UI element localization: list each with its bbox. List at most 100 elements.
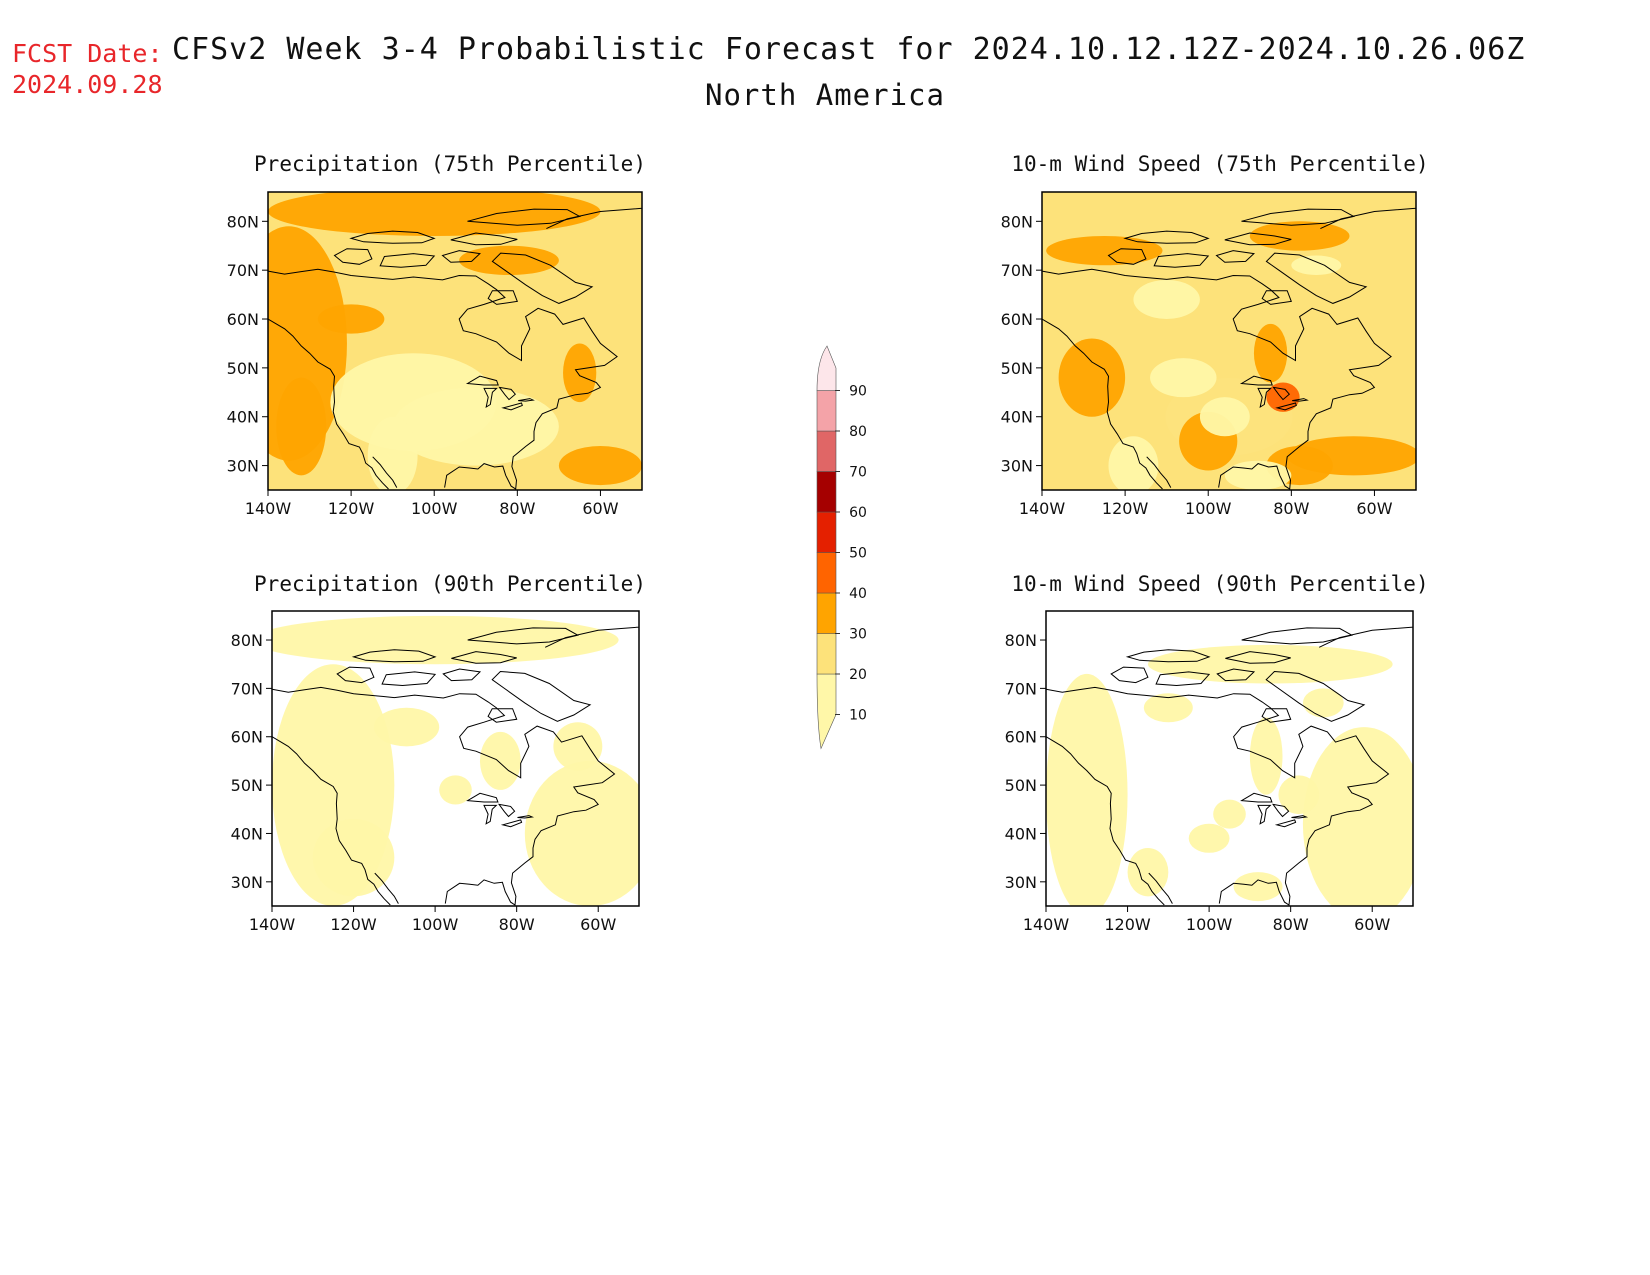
- probability-contour: [1213, 799, 1246, 829]
- arctic-island: [1155, 671, 1211, 687]
- arctic-island: [1265, 252, 1368, 304]
- lat-tick-label: 60N: [227, 310, 259, 329]
- probability-contour: [1278, 775, 1320, 815]
- panel-title-precip-75: Precipitation (75th Percentile): [254, 152, 646, 176]
- probability-contour: [312, 818, 395, 897]
- arctic-island: [1216, 668, 1256, 682]
- great-lake: [1272, 386, 1291, 401]
- great-lake: [483, 387, 498, 409]
- arctic-island: [379, 253, 436, 268]
- arctic-island: [381, 671, 437, 687]
- lat-tick-label: 70N: [231, 679, 263, 698]
- lat-tick-label: 80N: [1005, 631, 1037, 650]
- lat-tick-label: 50N: [1005, 776, 1037, 795]
- probability-contour: [367, 416, 418, 490]
- map-shading: [1042, 192, 1416, 490]
- arctic-island: [1241, 627, 1354, 645]
- lat-tick-label: 80N: [231, 631, 263, 650]
- probability-contour: [1046, 235, 1163, 266]
- lat-tick-label: 30N: [1001, 457, 1033, 476]
- coastline-east: [1042, 268, 1392, 490]
- probability-contour: [1150, 358, 1217, 398]
- coastline-outline: [1046, 626, 1413, 906]
- lat-tick-label: 50N: [231, 776, 263, 795]
- lat-tick-label: 80N: [1001, 212, 1033, 231]
- probability-contour: [1108, 436, 1159, 490]
- arctic-island: [1123, 230, 1210, 244]
- region-subtitle: North America: [705, 78, 945, 112]
- probability-contour: [479, 731, 521, 790]
- forecast-date-label: FCST Date: 2024.09.28: [12, 38, 163, 100]
- probability-contour: [1224, 460, 1292, 490]
- great-lake: [500, 819, 523, 828]
- lon-tick-label: 80W: [1273, 499, 1309, 518]
- probability-contour: [1249, 221, 1350, 251]
- probability-contour: [392, 387, 559, 466]
- coastline-outline: [268, 207, 642, 490]
- lat-tick-label: 40N: [231, 824, 263, 843]
- map-panel-wind90: 80N 70N 60N 50N 40N 30N 140W 120W 100W 80W 60W: [1005, 610, 1414, 934]
- map-panel-precip75: 80N 70N 60N 50N 40N 30N 140W 120W 100W 80W 60W: [227, 191, 643, 518]
- lon-tick-label: 100W: [1186, 915, 1233, 934]
- coastline-east: [1046, 686, 1390, 906]
- probability-contour: [1147, 644, 1393, 684]
- arctic-island: [491, 670, 592, 722]
- probability-contour: [459, 245, 559, 276]
- great-lake: [1239, 375, 1273, 386]
- probability-contour: [439, 775, 472, 805]
- coastline-gulf-california: [374, 872, 399, 904]
- lat-tick-label: 60N: [231, 728, 263, 747]
- lat-tick-label: 60N: [1005, 728, 1037, 747]
- lon-tick-label: 80W: [499, 915, 535, 934]
- lat-tick-label: 40N: [1005, 824, 1037, 843]
- great-lake: [1275, 402, 1297, 411]
- coastline-west: [268, 318, 389, 490]
- arctic-island: [1125, 649, 1211, 663]
- arctic-island: [491, 252, 594, 304]
- arctic-island: [1265, 670, 1366, 722]
- lat-tick-label: 70N: [1001, 261, 1033, 280]
- arctic-island: [1153, 253, 1210, 268]
- probability-contour: [1133, 279, 1200, 320]
- great-lake: [501, 402, 523, 411]
- map-frame: [267, 191, 643, 491]
- lon-tick-label: 60W: [580, 915, 616, 934]
- lat-tick-label: 30N: [1005, 873, 1037, 892]
- coastline-east: [272, 686, 616, 906]
- probability-contour: [1199, 397, 1250, 437]
- coastline-west: [1046, 736, 1165, 906]
- arctic-island: [349, 230, 436, 244]
- lon-tick-label: 120W: [1104, 915, 1151, 934]
- arctic-island: [1225, 651, 1291, 664]
- lat-tick-label: 30N: [231, 873, 263, 892]
- lon-tick-label: 140W: [1023, 915, 1070, 934]
- map-shading: [268, 192, 642, 490]
- lat-tick-label: 50N: [1001, 359, 1033, 378]
- probability-contour: [1249, 717, 1283, 795]
- probability-contour: [1302, 727, 1413, 906]
- probability-contour: [1058, 338, 1126, 417]
- map-panel-wind75: 80N 70N 60N 50N 40N 30N 140W 120W 100W 80W 60W: [1001, 191, 1417, 518]
- arctic-island: [1107, 248, 1147, 265]
- lon-tick-label: 100W: [411, 499, 458, 518]
- arctic-island: [1215, 250, 1255, 263]
- coastline-east: [268, 268, 618, 490]
- probability-contour: [1253, 323, 1288, 383]
- panel-title-precip-90: Precipitation (90th Percentile): [254, 572, 646, 596]
- coastline-west: [272, 736, 391, 906]
- probability-contour: [1233, 872, 1283, 902]
- probability-contour: [563, 343, 597, 403]
- arctic-island: [487, 290, 518, 305]
- lat-tick-label: 60N: [1001, 310, 1033, 329]
- arctic-island: [467, 208, 582, 226]
- panel-title-wind-75: 10-m Wind Speed (75th Percentile): [1011, 152, 1429, 176]
- great-lake: [466, 792, 499, 803]
- map-shading: [272, 611, 639, 906]
- probability-contour: [558, 446, 642, 486]
- great-lake: [1291, 815, 1309, 819]
- probability-contour: [373, 707, 440, 747]
- lat-tick-label: 40N: [1001, 408, 1033, 427]
- great-lake: [498, 386, 517, 401]
- great-lake: [465, 375, 499, 386]
